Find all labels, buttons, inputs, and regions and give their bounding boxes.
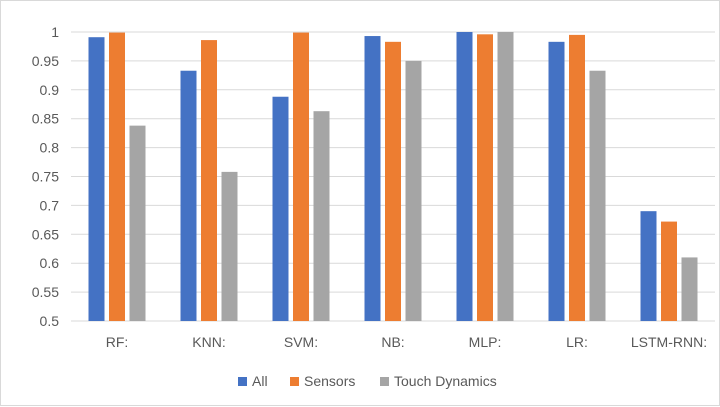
x-tick-label: LSTM-RNN: xyxy=(631,334,707,350)
bar xyxy=(569,34,585,321)
bar xyxy=(477,34,493,321)
bar xyxy=(405,60,422,322)
bar xyxy=(456,32,473,321)
legend-swatch xyxy=(380,377,389,386)
bar xyxy=(180,70,197,321)
x-tick-label: MLP: xyxy=(469,334,502,350)
x-axis-ticks: RF: KNN: SVM: NB: MLP: LR: LSTM-RNN: xyxy=(106,334,707,350)
bar xyxy=(385,41,401,322)
legend-label: Sensors xyxy=(304,373,355,389)
x-tick-label: LR: xyxy=(566,334,588,350)
x-tick-label: KNN: xyxy=(192,334,225,350)
bar xyxy=(497,32,514,321)
legend-label: Touch Dynamics xyxy=(394,373,497,389)
bar xyxy=(88,37,105,322)
y-tick-label: 1 xyxy=(51,24,59,40)
y-tick-label: 0.8 xyxy=(40,140,60,156)
bar xyxy=(109,32,125,321)
y-tick-label: 0.6 xyxy=(40,255,60,271)
bar xyxy=(548,41,565,322)
y-tick-label: 0.75 xyxy=(32,169,59,185)
bars xyxy=(88,32,698,322)
bar xyxy=(661,221,677,321)
x-tick-label: NB: xyxy=(381,334,404,350)
y-tick-label: 0.95 xyxy=(32,53,59,69)
y-tick-label: 0.55 xyxy=(32,284,59,300)
bar xyxy=(589,70,606,321)
legend-swatch xyxy=(238,377,247,386)
bar xyxy=(364,36,381,322)
legend-label: All xyxy=(252,373,268,389)
y-tick-label: 0.9 xyxy=(40,82,60,98)
y-tick-label: 0.5 xyxy=(40,313,60,329)
legend: All Sensors Touch Dynamics xyxy=(238,373,497,389)
bar xyxy=(129,125,146,321)
bar xyxy=(293,32,309,321)
x-tick-label: RF: xyxy=(106,334,129,350)
y-tick-label: 0.7 xyxy=(40,197,60,213)
y-axis-ticks: 0.5 0.55 0.6 0.65 0.7 0.75 0.8 0.85 0.9 0.95 1 xyxy=(32,24,59,329)
bar xyxy=(221,171,238,321)
y-tick-label: 0.65 xyxy=(32,226,59,242)
bar xyxy=(313,111,330,321)
bar xyxy=(640,211,657,321)
bar xyxy=(681,257,698,321)
bar xyxy=(272,96,289,322)
bar xyxy=(201,40,217,321)
y-tick-label: 0.85 xyxy=(32,111,59,127)
x-tick-label: SVM: xyxy=(284,334,318,350)
legend-swatch xyxy=(290,377,299,386)
